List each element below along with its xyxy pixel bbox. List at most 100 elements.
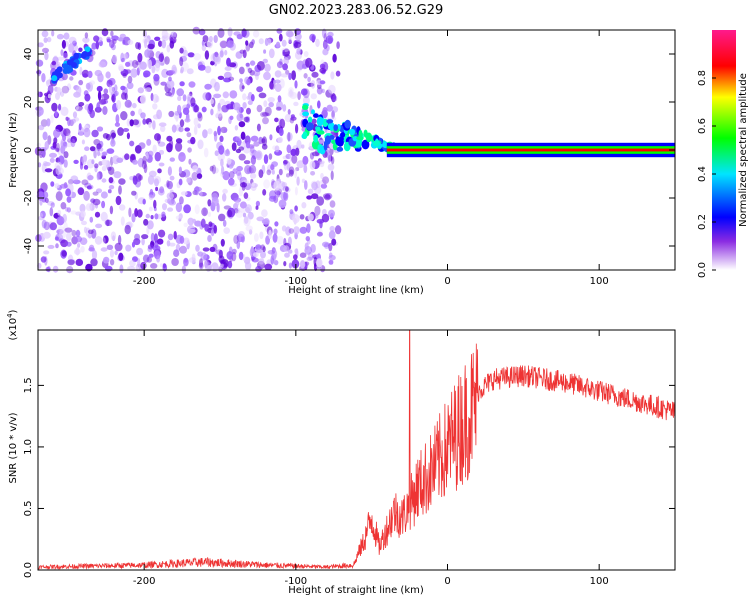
spectrogram-cell <box>322 241 330 248</box>
spectrogram-cell <box>114 242 123 252</box>
spectrogram-cell <box>275 190 281 196</box>
spectrogram-cell <box>235 210 244 218</box>
spectrogram-cell <box>90 258 98 267</box>
spectrogram-cell <box>187 147 192 153</box>
spectrogram-cell <box>324 194 331 201</box>
spectrogram-cell <box>258 169 264 179</box>
spectrogram-cell <box>166 192 174 200</box>
spectrogram-cell <box>201 207 209 217</box>
spectrogram-cell <box>236 240 241 250</box>
spectrogram-cell <box>89 216 94 223</box>
spectrogram-cell <box>97 150 101 157</box>
spectrogram-cell <box>255 265 262 273</box>
spectrogram-cell <box>259 231 264 240</box>
spectrogram-cell <box>183 222 188 228</box>
spectrogram-cell <box>218 213 226 222</box>
spectrogram-cell <box>136 247 144 256</box>
spectrogram-cell <box>166 44 171 53</box>
spectrogram-cell <box>302 155 309 165</box>
spectrogram-cell <box>57 56 65 61</box>
spectrogram-cell <box>138 61 142 72</box>
spectrogram-cell <box>106 244 114 250</box>
spectrogram-cell <box>331 238 337 246</box>
spectrogram-cell <box>94 211 101 218</box>
spectrogram-cell <box>158 40 163 47</box>
spectrogram-cell <box>148 206 153 212</box>
spectrogram-cell <box>178 152 186 162</box>
spectrogram-cell <box>78 123 82 131</box>
spectrogram-cell <box>229 90 238 99</box>
spectrogram-cell <box>54 68 61 75</box>
spectrogram-cell <box>78 47 83 53</box>
spectrogram-cell <box>67 66 74 73</box>
spectrogram-cell <box>242 102 247 109</box>
spectrogram-cell <box>148 59 153 70</box>
spectrogram-cell <box>145 151 149 160</box>
spectrogram-cell <box>130 110 135 117</box>
spectrogram-cell <box>273 228 278 235</box>
spectrogram-cell <box>287 249 293 254</box>
spectrogram-cell <box>268 48 275 59</box>
spectrogram-cell <box>190 136 196 145</box>
spectrogram-cell <box>244 165 252 175</box>
spectrogram-cell <box>108 185 115 190</box>
spectrogram-cell <box>220 41 228 49</box>
spectrogram-cell <box>114 84 118 93</box>
spectrogram-cell <box>96 102 101 112</box>
spectrogram-cell <box>222 188 228 194</box>
spectrogram-cell <box>209 98 214 105</box>
spectrogram-cell <box>50 115 54 123</box>
spectrogram-cell <box>174 110 180 116</box>
spectrogram-cell <box>311 193 319 200</box>
spectrogram-cell <box>159 263 163 268</box>
spectrogram-cell <box>162 203 167 211</box>
spectrogram-cell <box>263 179 270 189</box>
spectrogram-cell <box>307 116 313 123</box>
spectrogram-cell <box>328 230 336 240</box>
spectrogram-cell <box>82 37 90 43</box>
spectrogram-cell <box>118 65 125 72</box>
spectrogram-cell <box>220 238 225 247</box>
spectrogram-cell <box>93 35 100 42</box>
spectrogram-cell <box>325 35 334 44</box>
x-tick-label: 100 <box>590 276 609 287</box>
spectrogram-cell <box>83 190 90 201</box>
spectrogram-cell <box>278 127 284 137</box>
spectrogram-cell <box>66 241 72 247</box>
spectrogram-cell <box>49 207 54 217</box>
snr-y-unit: (x104) <box>6 309 19 340</box>
spectrogram-cell <box>148 253 154 258</box>
spectrogram-cell <box>291 154 298 164</box>
spectrogram-cell <box>321 28 327 39</box>
spectrogram-cell <box>41 219 47 229</box>
spectrogram-cell <box>234 125 239 131</box>
spectrogram-cell <box>260 111 268 118</box>
spectrogram-cell <box>129 140 135 147</box>
spectrogram-cell <box>117 37 124 42</box>
spectrogram-cell <box>100 211 108 222</box>
spectrogram-cell <box>102 237 106 245</box>
spectrogram-cell <box>81 220 87 226</box>
spectrogram-cell <box>293 101 299 107</box>
spectrogram-cell <box>123 53 128 60</box>
spectrogram-cell <box>158 53 164 62</box>
spectrogram-cell <box>193 105 200 113</box>
spectrogram-cell <box>289 91 298 100</box>
spectrogram-cell <box>163 33 171 38</box>
spectrogram-cell <box>141 234 149 240</box>
spectrogram-cell <box>213 224 218 234</box>
spectrogram-cell <box>291 70 296 81</box>
spectrogram-cell <box>145 213 150 219</box>
spectrogram-cell <box>286 132 293 142</box>
spectrogram-cell <box>336 146 344 152</box>
spectrogram-cell <box>127 39 134 45</box>
spectrogram-cell <box>92 191 99 196</box>
spectrogram-cell <box>119 264 124 274</box>
spectrogram-cell <box>334 225 342 235</box>
spectrogram-cell <box>238 146 245 151</box>
spectrogram-cell <box>200 218 206 228</box>
spectrogram-cell <box>243 160 251 165</box>
spectrogram-cell <box>286 173 290 178</box>
spectrogram-x-label: Height of straight line (km) <box>288 285 424 296</box>
spectrogram-cell <box>281 181 288 188</box>
